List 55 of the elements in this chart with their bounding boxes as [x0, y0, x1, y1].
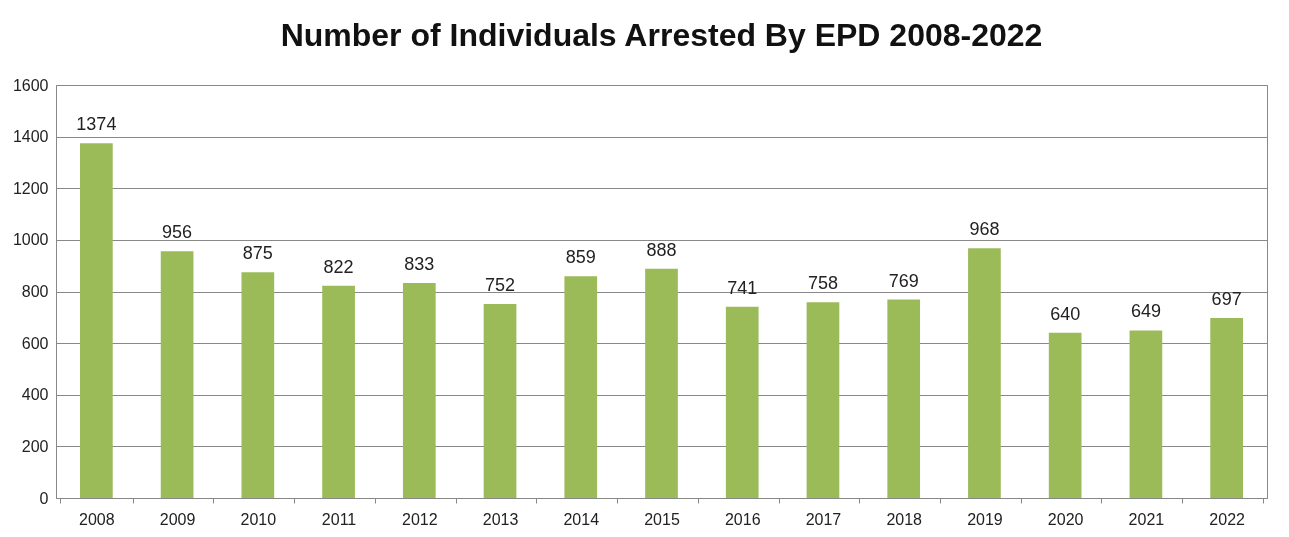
y-tick-label: 1400	[12, 128, 49, 146]
bar	[160, 251, 194, 498]
bar	[645, 268, 678, 498]
x-tick-label: 2008	[79, 510, 115, 528]
data-label: 859	[565, 247, 596, 268]
data-label: 956	[162, 222, 193, 243]
x-tick-label: 2017	[805, 510, 842, 528]
data-label: 649	[1130, 301, 1161, 322]
x-tick-label: 2021	[1128, 510, 1165, 528]
bar	[483, 303, 517, 498]
bar	[80, 143, 113, 498]
data-label: 741	[727, 277, 758, 298]
x-tick-label: 2009	[159, 510, 196, 528]
bar	[1129, 330, 1163, 498]
bar	[887, 299, 921, 498]
y-tick-label: 800	[21, 283, 49, 300]
data-label: 822	[323, 256, 354, 277]
bar	[806, 302, 840, 498]
bar	[725, 306, 759, 498]
bar	[564, 276, 598, 498]
x-tick-label: 2015	[644, 510, 680, 528]
data-label: 758	[807, 273, 838, 294]
x-tick-label: 2018	[886, 510, 923, 528]
data-label: 833	[404, 253, 435, 274]
x-tick-label: 2012	[402, 510, 438, 528]
x-tick-label: 2019	[967, 510, 1003, 528]
x-tick-label: 2013	[482, 510, 519, 528]
bar	[1048, 332, 1082, 498]
data-label: 697	[1211, 289, 1242, 310]
data-label: 888	[646, 239, 677, 260]
bar	[402, 282, 436, 498]
bar	[322, 285, 355, 498]
data-label: 968	[969, 219, 1000, 240]
bar	[1210, 318, 1243, 498]
y-tick-label: 600	[21, 334, 49, 352]
x-tick-label: 2022	[1209, 510, 1246, 528]
y-tick-label: 1200	[12, 179, 49, 197]
x-tick-label: 2016	[724, 510, 761, 528]
x-tick-label: 2011	[321, 510, 357, 528]
data-label: 1374	[76, 114, 117, 135]
x-tick-label: 2010	[240, 510, 277, 528]
y-tick-label: 1600	[12, 76, 49, 94]
y-tick-label: 200	[21, 437, 49, 455]
x-tick-label: 2014	[563, 510, 600, 528]
y-tick-label: 1000	[12, 231, 49, 249]
data-label: 769	[888, 270, 919, 291]
x-tick-label: 2020	[1047, 510, 1084, 528]
chart-title: Number of Individuals Arrested By EPD 2008-2022	[280, 17, 1043, 53]
bar	[968, 248, 1001, 498]
data-label: 640	[1050, 303, 1081, 324]
y-tick-label: 400	[21, 386, 49, 404]
bar	[241, 272, 275, 498]
data-label: 875	[242, 243, 273, 264]
y-tick-label: 0	[39, 489, 49, 507]
data-label: 752	[485, 274, 516, 295]
